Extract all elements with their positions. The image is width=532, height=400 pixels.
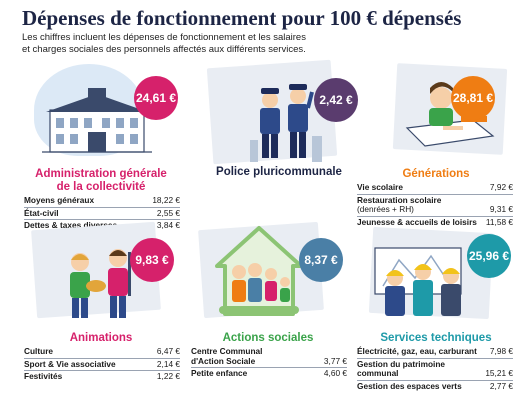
item-label: Électricité, gaz, eau, carburant (357, 346, 477, 356)
amount-badge: 28,81 € (451, 76, 495, 120)
list-item: Petite enfance 4,60 € (191, 368, 347, 380)
card-heading: Animations (20, 332, 182, 345)
amount-badge: 2,42 € (314, 78, 358, 122)
card-actions-sociales: 8,37 € Actions sociales Centre Communal d… (187, 221, 349, 384)
item-value: 4,60 € (323, 368, 347, 378)
item-value: 1,22 € (156, 371, 180, 381)
list-item: Vie scolaire 7,92 € (357, 182, 513, 195)
item-label: État-civil (24, 207, 59, 218)
item-value: 15,21 € (485, 368, 513, 378)
item-label-extra: (denrées + RH) (357, 204, 414, 214)
list-item: Festivités 1,22 € (24, 371, 180, 383)
item-label-main: Centre Communal (191, 346, 263, 356)
page-title: Dépenses de fonctionnement pour 100 € dé… (22, 6, 462, 30)
heading-line-2: de la collectivité (56, 181, 146, 193)
item-label-main: Gestion du patrimoine (357, 358, 446, 369)
family-house-icon (215, 226, 303, 316)
heading-line-1: Services techniques (380, 332, 492, 344)
item-value: 3,77 € (323, 355, 347, 366)
list-item: Jeunesse & accueils de loisirs 11,58 € (357, 217, 513, 229)
item-value: 2,77 € (489, 380, 513, 391)
item-label: Centre Communal d'Action Sociale (191, 346, 263, 366)
card-heading: Administration générale de la collectivi… (20, 168, 182, 194)
police-officers-icon (250, 84, 322, 162)
item-value: 9,31 € (489, 204, 513, 214)
subtitle-line-1: Les chiffres incluent les dépenses de fo… (22, 32, 306, 43)
card-heading: Actions sociales (187, 332, 349, 345)
list-item: Restauration scolaire (denrées + RH) 9,31 … (357, 195, 513, 217)
item-label: Jeunesse & accueils de loisirs (357, 216, 477, 227)
card-heading: Générations (355, 168, 517, 181)
subtitle-line-2: et charges sociales des personnels affec… (22, 44, 306, 55)
expense-list: Culture 6,47 € Sport & Vie associative 2,1… (24, 346, 180, 383)
card-administration: 24,61 € Administration générale de la co… (20, 58, 182, 230)
heading-line-1: Police pluricommunale (216, 166, 342, 178)
town-hall-icon (42, 88, 152, 153)
list-item: Électricité, gaz, eau, carburant 7,98 € (357, 346, 513, 359)
card-generations: 28,81 € Générations Vie scolaire 7,92 € R… (355, 58, 517, 226)
list-item: Moyens généraux 18,22 € (24, 195, 180, 208)
item-label: Petite enfance (191, 368, 248, 378)
list-item: Gestion du patrimoine communal 15,21 € (357, 359, 513, 381)
item-value: 3,84 € (156, 220, 180, 230)
card-heading: Services techniques (355, 332, 517, 345)
item-label: Culture (24, 346, 54, 356)
list-item: Culture 6,47 € (24, 346, 180, 359)
card-heading: Police pluricommunale (198, 166, 360, 179)
heading-line-1: Administration générale (35, 168, 167, 180)
list-item: Dettes & taxes diverses 3,84 € (24, 220, 180, 232)
list-item: Centre Communal d'Action Sociale 3,77 € (191, 346, 347, 368)
amount-badge: 8,37 € (299, 238, 343, 282)
item-value: 2,14 € (156, 358, 180, 369)
item-label: Moyens généraux (24, 195, 95, 205)
page-subtitle: Les chiffres incluent les dépenses de fo… (22, 32, 342, 56)
amount-badge: 24,61 € (134, 76, 178, 120)
card-police: 2,42 € Police pluricommunale (198, 58, 360, 220)
expense-list: Vie scolaire 7,92 € Restauration scolaire… (357, 182, 513, 228)
heading-line-1: Générations (402, 168, 470, 180)
item-value: 7,98 € (489, 346, 513, 356)
heading-line-1: Actions sociales (222, 332, 314, 344)
item-label: Gestion du patrimoine communal (357, 358, 446, 379)
item-label-second: communal (357, 368, 399, 378)
card-animations: 9,83 € Animations Culture 6,47 € Sport & … (20, 221, 182, 384)
item-value: 18,22 € (152, 195, 180, 205)
item-label: Vie scolaire (357, 182, 403, 192)
item-label: Sport & Vie associative (24, 358, 116, 369)
item-value: 11,58 € (485, 216, 513, 227)
item-label: Gestion des espaces verts (357, 380, 462, 391)
list-item: Sport & Vie associative 2,14 € (24, 358, 180, 371)
construction-workers-icon (374, 247, 462, 316)
item-label-second: d'Action Sociale (191, 355, 256, 366)
musicians-icon (70, 249, 131, 318)
item-label: Dettes & taxes diverses (24, 220, 118, 230)
list-item: Gestion des espaces verts 2,77 € (357, 381, 513, 393)
expense-list: Électricité, gaz, eau, carburant 7,98 € G… (357, 346, 513, 392)
amount-badge: 9,83 € (130, 238, 174, 282)
card-services-techniques: 25,96 € Services techniques Électricité,… (355, 222, 517, 390)
item-value: 7,92 € (489, 182, 513, 192)
item-label: Restauration scolaire (denrées + RH) (357, 194, 442, 215)
item-label: Festivités (24, 371, 63, 381)
item-value: 6,47 € (156, 346, 180, 356)
item-value: 2,55 € (156, 207, 180, 218)
expense-list: Moyens généraux 18,22 € État-civil 2,55 € … (24, 195, 180, 232)
list-item: État-civil 2,55 € (24, 207, 180, 220)
heading-line-1: Animations (69, 332, 133, 344)
amount-badge: 25,96 € (467, 234, 511, 278)
item-label-main: Restauration scolaire (357, 194, 442, 205)
expense-list: Centre Communal d'Action Sociale 3,77 € Pe… (191, 346, 347, 380)
